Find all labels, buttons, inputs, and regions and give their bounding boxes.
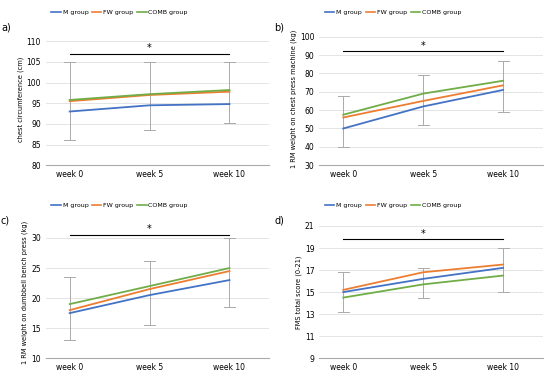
Text: *: * (147, 224, 152, 234)
Legend: M group, FW group, COMB group: M group, FW group, COMB group (322, 7, 464, 17)
Text: *: * (147, 43, 152, 53)
Text: *: * (421, 41, 426, 51)
Text: *: * (421, 229, 426, 238)
Text: b): b) (274, 22, 284, 33)
Legend: M group, FW group, COMB group: M group, FW group, COMB group (322, 200, 464, 210)
Text: c): c) (1, 215, 10, 226)
Text: a): a) (1, 22, 10, 33)
Legend: M group, FW group, COMB group: M group, FW group, COMB group (49, 7, 190, 17)
Y-axis label: 1 RM weight on dumbbell bench press (kg): 1 RM weight on dumbbell bench press (kg) (22, 221, 28, 364)
Y-axis label: FMS total score (0-21): FMS total score (0-21) (295, 255, 302, 329)
Legend: M group, FW group, COMB group: M group, FW group, COMB group (49, 200, 190, 210)
Y-axis label: chest circumference (cm): chest circumference (cm) (17, 56, 24, 142)
Text: d): d) (274, 215, 284, 226)
Y-axis label: 1 RM weight on chest press machine (kg): 1 RM weight on chest press machine (kg) (290, 30, 297, 168)
